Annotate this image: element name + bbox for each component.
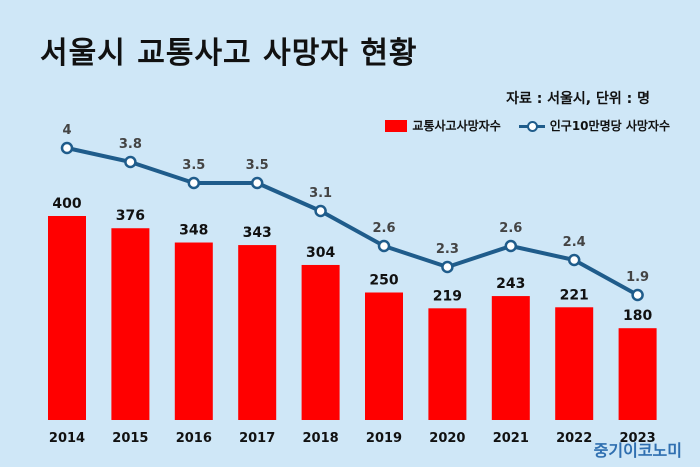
- rate-value-label-2017: 3.5: [246, 158, 269, 173]
- bar-value-label-2018: 304: [306, 245, 335, 261]
- rate-point-2023: [631, 288, 644, 302]
- rate-point-2020: [441, 260, 454, 274]
- bar-value-label-2021: 243: [496, 276, 525, 292]
- rate-value-label-2014: 4: [62, 123, 71, 138]
- legend: 교통사고사망자수 인구10만명당 사망자수: [385, 117, 670, 134]
- x-tick-label-2014: 2014: [49, 431, 85, 446]
- bar-value-label-2020: 219: [433, 288, 462, 304]
- bar-2016: [174, 242, 213, 420]
- x-tick-label-2016: 2016: [176, 431, 212, 446]
- source-note: 자료 : 서울시, 단위 : 명: [506, 91, 650, 107]
- rate-value-label-2021: 2.6: [499, 221, 522, 236]
- bar-2018: [301, 264, 340, 420]
- x-tick-label-2022: 2022: [556, 431, 592, 446]
- x-tick-label-2021: 2021: [493, 431, 529, 446]
- rate-point-2016: [187, 176, 201, 190]
- bar-2022: [555, 307, 594, 420]
- rate-value-label-2016: 3.5: [182, 158, 205, 173]
- legend-item-bar: 교통사고사망자수: [385, 117, 501, 134]
- rate-point-2017: [250, 176, 264, 190]
- legend-bar-swatch: [385, 119, 408, 132]
- rate-value-label-2023: 1.9: [626, 270, 649, 285]
- rate-point-2021: [504, 239, 518, 253]
- watermark: 중기이코노미: [593, 441, 682, 460]
- bar-2014: [48, 216, 86, 420]
- bar-value-label-2022: 221: [560, 287, 589, 303]
- bar-value-label-2023: 180: [623, 308, 652, 324]
- x-tick-label-2020: 2020: [429, 431, 465, 446]
- legend-line-swatch: [518, 120, 545, 132]
- legend-bar-label: 교통사고사망자수: [412, 119, 501, 133]
- bar-2017: [238, 245, 277, 420]
- chart-title: 서울시 교통사고 사망자 현황: [40, 36, 418, 71]
- bar-2019: [365, 292, 403, 420]
- bar-2015: [111, 228, 150, 420]
- rate-point-2018: [314, 204, 327, 218]
- bar-value-label-2015: 376: [116, 208, 145, 224]
- rate-line: [66, 146, 639, 297]
- x-tick-label-2023: 2023: [620, 431, 656, 446]
- x-tick-label-2019: 2019: [366, 431, 402, 446]
- rate-value-label-2022: 2.4: [563, 235, 586, 250]
- bar-2023: [618, 328, 657, 420]
- legend-line-label: 인구10만명당 사망자수: [549, 119, 670, 133]
- rate-value-label-2015: 3.8: [119, 137, 142, 152]
- bar-2020: [428, 308, 467, 420]
- rate-value-label-2018: 3.1: [309, 186, 332, 201]
- bar-value-label-2017: 343: [243, 225, 272, 241]
- x-tick-label-2018: 2018: [303, 431, 339, 446]
- rate-point-2015: [124, 155, 137, 169]
- rate-value-label-2020: 2.3: [436, 242, 459, 257]
- rate-point-2019: [377, 239, 391, 253]
- rate-point-2022: [567, 253, 581, 267]
- rate-point-2014: [60, 141, 74, 155]
- bar-value-label-2016: 348: [179, 223, 208, 239]
- x-tick-label-2015: 2015: [112, 431, 148, 446]
- x-tick-label-2017: 2017: [239, 431, 275, 446]
- legend-item-line: 인구10만명당 사망자수: [518, 117, 670, 134]
- bar-2021: [491, 296, 530, 420]
- bar-value-label-2014: 400: [52, 196, 81, 212]
- rate-value-label-2019: 2.6: [372, 221, 395, 236]
- bar-value-label-2019: 250: [369, 273, 398, 289]
